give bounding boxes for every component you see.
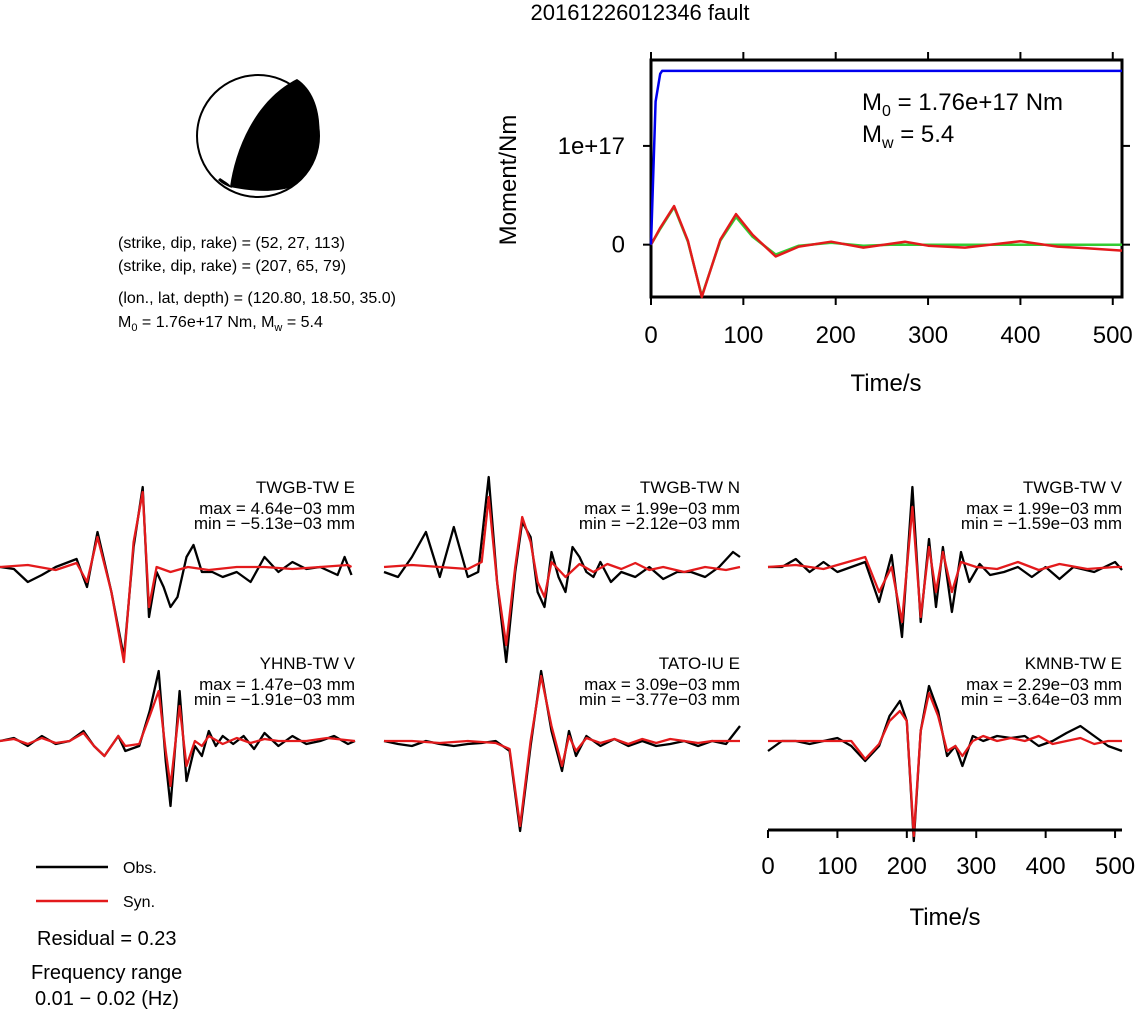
figure-title: 20161226012346 fault [531,0,750,25]
nodal-plane-2: (strike, dip, rake) = (207, 65, 79) [118,258,346,275]
observed-trace [767,684,1123,843]
moment-xtick-label: 100 [723,322,763,349]
legend-obs-label: Obs. [123,860,157,877]
waveform-xtick-label: 100 [817,853,857,880]
max-amplitude-label: max = 1.99e−03 mm [584,499,740,518]
synthetic-trace [0,490,353,664]
moment-axes: 0 100 200 300 400 500 0 1e+17 [558,52,1133,349]
station-label: TWGB-TW N [640,478,740,497]
waveform-xlabel: Time/s [909,904,980,931]
residual-text: Residual = 0.23 [37,928,177,950]
moment-magnitude-line: M0 = 1.76e+17 Nm, Mw = 5.4 [118,314,323,334]
moment-xtick-label: 300 [908,322,948,349]
mechanism-info: (strike, dip, rake) = (52, 27, 113) (str… [118,235,396,334]
moment-xtick-label: 400 [1000,322,1040,349]
max-amplitude-label: max = 1.99e−03 mm [966,499,1122,518]
station-label: YHNB-TW V [260,654,356,673]
min-amplitude-label: min = −2.12e−03 mm [579,514,740,533]
synthetic-trace [384,674,740,828]
waveform-xtick-label: 300 [956,853,996,880]
legend-syn-label: Syn. [123,894,155,911]
nodal-plane-1: (strike, dip, rake) = (52, 27, 113) [118,235,345,252]
moment-xtick-label: 500 [1093,322,1133,349]
max-amplitude-label: max = 3.09e−03 mm [584,675,740,694]
waveform-xtick-label: 0 [761,853,774,880]
moment-series-rate_fit [649,205,1122,298]
synthetic-trace [768,691,1122,838]
beachball-compressional-quadrant [230,79,320,191]
moment-xtick-label: 0 [644,322,657,349]
min-amplitude-label: min = −5.13e−03 mm [194,514,355,533]
station-label: KMNB-TW E [1025,654,1122,673]
waveform-xtick-label: 400 [1026,853,1066,880]
max-amplitude-label: max = 2.29e−03 mm [966,675,1122,694]
synthetic-trace [767,505,1122,624]
beachball [196,74,320,198]
max-amplitude-label: max = 1.47e−03 mm [199,675,355,694]
station-label: TWGB-TW V [1023,478,1123,497]
beachball-compressional-sliver [218,178,232,188]
moment-plot-frame [649,58,1124,299]
observed-trace [383,669,741,833]
min-amplitude-label: min = −3.64e−03 mm [961,690,1122,709]
max-amplitude-label: max = 4.64e−03 mm [199,499,355,518]
waveform-xtick-label: 500 [1095,853,1135,880]
synthetic-trace [383,495,741,647]
waveform-time-axis: 0 100 200 300 400 500 [761,828,1135,880]
min-amplitude-label: min = −1.91e−03 mm [194,690,355,709]
station-label: TWGB-TW E [256,478,355,497]
moment-ylabel: Moment/Nm [495,115,522,246]
frequency-range-label: Frequency range [31,962,182,984]
waveform-xtick-label: 200 [887,853,927,880]
min-amplitude-label: min = −1.59e−03 mm [961,514,1122,533]
moment-ytick-label: 1e+17 [558,133,625,160]
moment-xtick-label: 200 [816,322,856,349]
moment-series-cumulative [649,69,1122,245]
m0-annotation: M0 = 1.76e+17 Nm [862,89,1063,120]
synthetic-trace [0,689,356,788]
min-amplitude-label: min = −3.77e−03 mm [579,690,740,709]
hypocenter-location: (lon., lat, depth) = (120.80, 18.50, 35.… [118,290,396,307]
observed-trace [383,475,741,664]
moment-xlabel: Time/s [850,370,921,397]
frequency-range-value: 0.01 − 0.02 (Hz) [35,988,179,1009]
moment-series-rate_syn [649,204,1123,299]
mw-annotation: Mw = 5.4 [862,121,954,152]
moment-series [649,69,1123,299]
moment-ytick-label: 0 [612,232,625,259]
observed-trace [0,485,353,659]
station-label: TATO-IU E [659,654,740,673]
legend: Obs. Syn. [36,860,157,911]
